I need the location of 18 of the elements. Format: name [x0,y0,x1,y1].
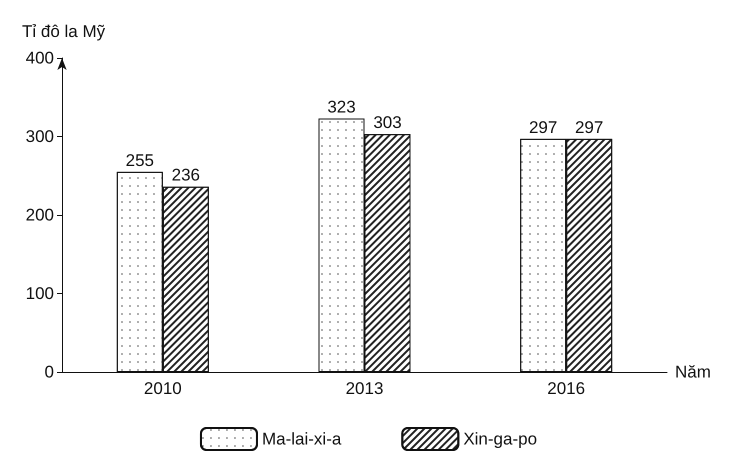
data-label: 236 [172,166,200,185]
x-tick-label: 2013 [346,379,384,398]
data-label: 297 [574,118,604,137]
y-tick-label: 0 [44,362,54,382]
y-tick-label: 200 [26,206,54,224]
x-axis-title: Năm [675,362,711,382]
x-tick-label: 2010 [144,379,182,398]
y-tick-label: 400 [26,48,54,68]
y-tick-label: 100 [26,284,54,303]
data-label: 255 [126,150,154,170]
data-label: 303 [373,113,402,132]
data-label: 323 [327,97,356,116]
data-label: 297 [528,118,558,137]
x-tick-label: 2016 [547,379,586,398]
y-tick-label: 300 [26,127,54,146]
y-axis-title: Tỉ đô la Mỹ [22,22,106,41]
legend-label: Xin-ga-po [463,430,538,448]
legend-label: Ma-lai-xi-a [262,430,342,448]
